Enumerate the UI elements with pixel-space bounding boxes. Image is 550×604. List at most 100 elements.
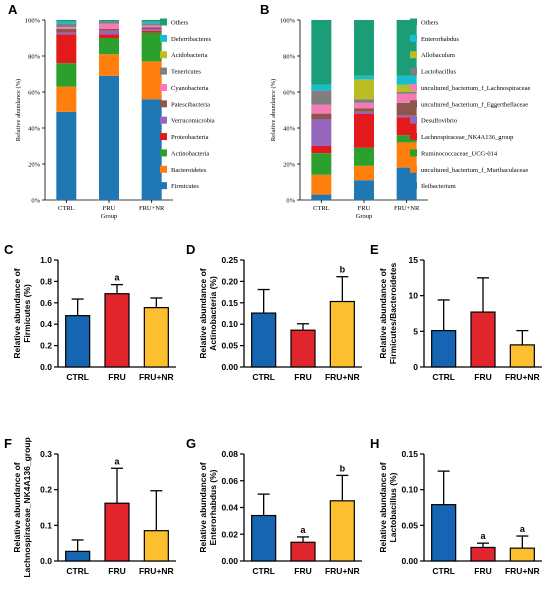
x-tick-label: CTRL [66,566,89,576]
y-axis-label: Relative abundance ofLactobacillus (%) [378,462,398,552]
x-tick-label: CTRL [252,372,275,382]
bar-segment [99,29,119,31]
legend-swatch [410,165,417,173]
bar [65,315,91,368]
y-tick-label: 80% [28,54,41,61]
bar [509,547,535,562]
bar-segment [354,79,374,100]
bar-segment [311,113,332,119]
legend-item: Lactobacillus [410,67,456,76]
y-tick-label: 0% [286,198,295,205]
x-tick-label: FRU+NR [139,566,174,576]
legend-item: Desulfovibrio [410,116,457,125]
panel-f: F 0.0 0.1 0.2 0.3 Relative abundance ofLachno… [4,436,176,578]
x-tick-label: CTRL [313,205,330,212]
bar-segment [141,30,162,33]
bar-segment [396,20,417,76]
legend-swatch [410,116,417,124]
y-axis-label-line: Enterorhabdus (%) [208,469,218,545]
bar-segment [354,111,374,114]
legend-swatch [410,67,417,75]
bar-segment [99,30,119,35]
legend-item: Others [160,18,189,27]
y-tick-label: 0.10 [221,319,238,329]
significance-label: a [480,531,486,541]
bar-segment [99,23,119,29]
y-tick-label: 0.00 [221,362,238,372]
significance-label: a [300,525,306,535]
bar-segment [141,99,162,200]
bar [329,300,355,368]
significance-label: a [114,456,120,466]
bar-segment [141,29,162,31]
x-tick-label: FRU+NR [394,205,420,212]
panel-label: F [4,436,12,451]
y-tick-label: 0.05 [221,341,238,351]
y-tick-label: 0.0 [40,362,52,372]
legend-swatch [160,34,167,42]
bar-segment [311,104,332,114]
legend-item: Acidobacteria [160,51,208,59]
x-axis-label: Group [356,213,373,220]
panel-a: A 0% 20% 40% 60% 80% 100% Relative abundance (%… [8,2,215,220]
legend-swatch [160,18,167,26]
x-tick-label: FRU+NR [139,372,174,382]
legend-swatch [160,116,167,124]
bar [104,293,130,368]
x-tick-label: CTRL [66,372,89,382]
bar [104,502,130,562]
legend-item: Verrucomicrobia [160,116,215,125]
bar-segment [141,23,162,26]
y-axis-label-line: Relative abundance of [12,268,22,358]
legend-label: Lactobacillus [421,69,456,76]
y-axis-label: Relative abundance ofFirmicutes/Bacteroi… [378,262,398,364]
bar-segment [396,115,417,118]
panel-label: C [4,242,14,257]
bar-segment [56,34,77,64]
bar-segment [56,21,77,24]
bar-segment [311,194,332,200]
bar-segment [141,32,162,62]
legend-label: Acidobacteria [171,52,208,59]
panel-label: A [8,2,18,17]
bar-segment [56,63,77,87]
y-tick-label: 0.0 [40,556,52,566]
bar-segment [311,20,332,85]
legend-label: Others [421,20,439,27]
bar-segment [99,21,119,24]
bar-segment [141,61,162,100]
x-tick-label: FRU [474,566,491,576]
legend-label: Verrucomicrobia [171,118,215,125]
legend-swatch [160,51,167,59]
bar-segment [311,84,332,91]
y-tick-label: 0 [413,362,418,372]
y-tick-label: 60% [283,90,296,97]
bar-segment [396,135,417,143]
bar-segment [311,146,332,154]
bar [143,530,169,562]
bar-segment [56,23,77,28]
legend-label: Actinobacteria [171,150,209,157]
bar-segment [354,147,374,166]
bar-segment [99,38,119,55]
y-axis-label: Relative abundance ofActinobacteria (%) [198,268,218,358]
bar-segment [396,84,417,92]
legend-item: Ruminococcaceae_UCG-014 [410,149,498,157]
y-tick-label: 0.6 [40,298,52,308]
panel-label: B [260,2,269,17]
y-tick-label: 0.06 [221,476,238,486]
bar-segment [141,20,162,22]
legend-label: Ileibacterium [421,183,456,190]
bar-segment [354,113,374,148]
bar [143,307,169,368]
y-tick-label: 80% [283,54,296,61]
bar-segment [354,20,374,76]
x-tick-label: FRU+NR [325,566,360,576]
y-axis-label-line: Relative abundance of [378,462,388,552]
legend-item: Deferribacteres [160,34,212,43]
bar [509,344,535,368]
legend-label: Cyanobacteria [171,85,209,92]
bar-segment [99,20,119,22]
